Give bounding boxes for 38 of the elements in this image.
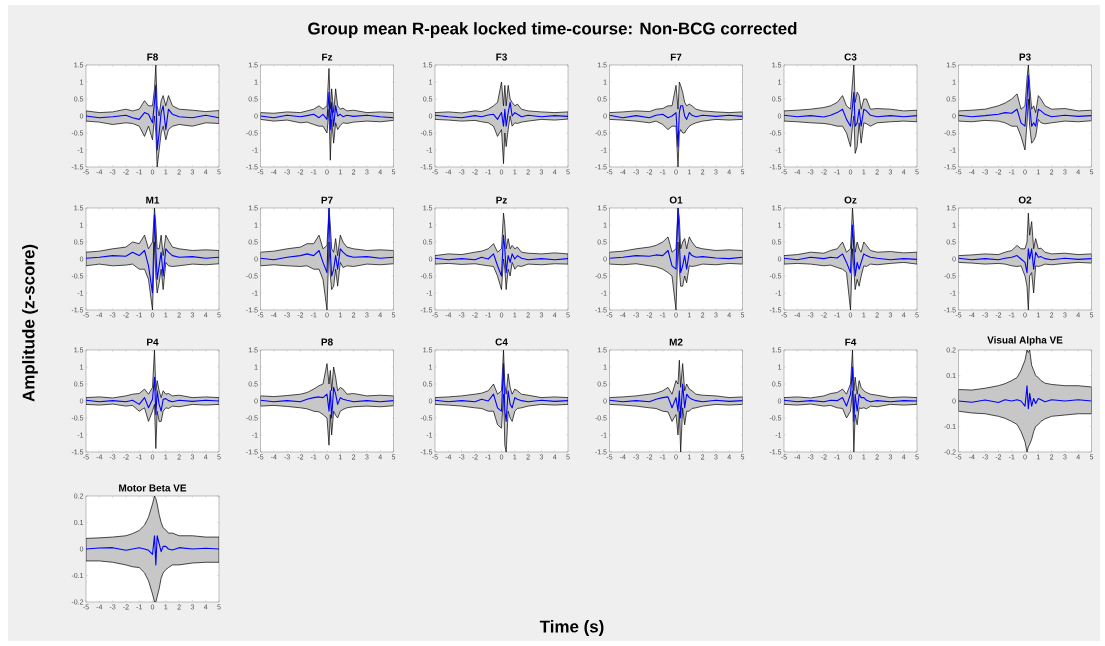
chart-title: P7 xyxy=(321,196,333,204)
chart-title: O2 xyxy=(1018,196,1032,204)
line-series xyxy=(609,105,743,148)
text: Time (s) xyxy=(539,620,604,636)
chart-title: Oz xyxy=(844,196,857,204)
line-series xyxy=(260,386,394,419)
chart-title: M1 xyxy=(146,196,160,204)
chart-title: F8 xyxy=(147,53,159,61)
chart-title: F3 xyxy=(496,53,507,61)
chart-title: Pz xyxy=(496,196,507,204)
line-series xyxy=(86,84,219,151)
chart-title: M2 xyxy=(669,338,683,346)
line-series xyxy=(86,376,219,416)
chart-title: Visual Alpha VE xyxy=(987,336,1063,346)
chart-title: C4 xyxy=(495,338,508,346)
line-series xyxy=(609,383,743,419)
line-series xyxy=(435,363,569,422)
chart-title: Motor Beta VE xyxy=(119,484,187,492)
line-series xyxy=(609,208,743,274)
line-series xyxy=(260,91,394,131)
line-series xyxy=(784,366,918,422)
line-series xyxy=(86,214,219,294)
chart-title: O1 xyxy=(669,196,683,204)
chart-title: F4 xyxy=(845,338,857,346)
chart-title: F7 xyxy=(670,53,682,61)
chart-title: P8 xyxy=(321,338,333,346)
line-series xyxy=(435,234,569,277)
chart-title: Fz xyxy=(322,53,333,61)
line-series xyxy=(958,248,1092,274)
line-series xyxy=(958,74,1092,127)
line-series xyxy=(958,385,1092,410)
text: Amplitude (z-score) xyxy=(22,244,38,402)
chart-title: P3 xyxy=(1019,53,1031,61)
chart-title: P4 xyxy=(147,338,159,346)
chart-title: C3 xyxy=(844,53,857,61)
text: Group mean R-peak locked time-course: Non-BCG corrected xyxy=(308,22,797,38)
line-series xyxy=(260,208,394,277)
line-series xyxy=(784,224,918,277)
